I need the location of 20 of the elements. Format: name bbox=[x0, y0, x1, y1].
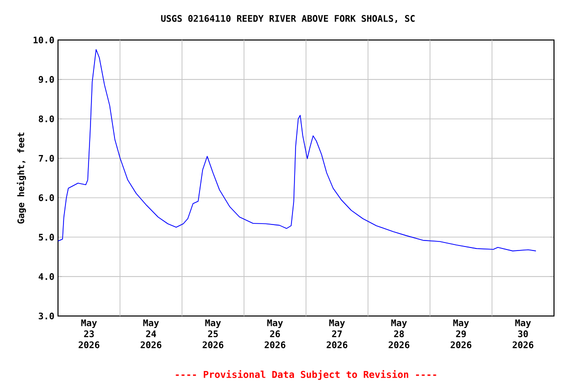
y-tick-label: 4.0 bbox=[38, 273, 54, 280]
y-tick-label: 7.0 bbox=[38, 154, 54, 162]
x-tick-label: May 30 2026 bbox=[512, 320, 534, 348]
x-tick-label: May 29 2026 bbox=[450, 320, 472, 348]
x-tick-label: May 24 2026 bbox=[140, 320, 162, 348]
chart-title: USGS 02164110 REEDY RIVER ABOVE FORK SHOALS, SC bbox=[161, 15, 415, 23]
x-tick-label: May 26 2026 bbox=[264, 320, 286, 348]
y-axis-title: Gage height, feet bbox=[16, 132, 26, 224]
x-tick-label: May 23 2026 bbox=[78, 320, 100, 348]
y-tick-label: 10.0 bbox=[34, 36, 54, 44]
x-tick-label: May 27 2026 bbox=[326, 320, 348, 348]
x-tick-label: May 25 2026 bbox=[202, 320, 224, 348]
text: ---- Provisional Data Subject to Revision ---- bbox=[176, 370, 436, 380]
x-tick-label: May 28 2026 bbox=[388, 320, 410, 348]
y-tick-label: 6.0 bbox=[38, 194, 54, 202]
y-tick-label: 3.0 bbox=[38, 312, 54, 320]
y-tick-label: 9.0 bbox=[38, 76, 54, 83]
y-tick-label: 8.0 bbox=[38, 115, 54, 122]
y-tick-label: 5.0 bbox=[38, 234, 54, 241]
line-series bbox=[58, 49, 536, 252]
